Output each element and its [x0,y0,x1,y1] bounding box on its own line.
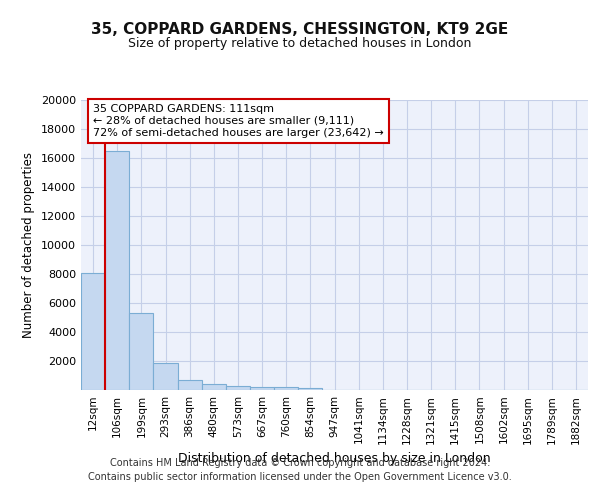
Bar [81,272,105,390]
Text: 35, COPPARD GARDENS, CHESSINGTON, KT9 2GE: 35, COPPARD GARDENS, CHESSINGTON, KT9 2G… [91,22,509,38]
Bar [154,363,178,390]
Bar [105,151,129,390]
Bar [178,380,202,390]
Bar [202,384,226,390]
X-axis label: Distribution of detached houses by size in London: Distribution of detached houses by size … [178,452,491,465]
Bar [226,386,250,390]
Bar [298,388,322,390]
Text: Contains public sector information licensed under the Open Government Licence v3: Contains public sector information licen… [88,472,512,482]
Y-axis label: Number of detached properties: Number of detached properties [22,152,35,338]
Bar [250,387,274,390]
Bar [129,313,154,390]
Text: Contains HM Land Registry data © Crown copyright and database right 2024.: Contains HM Land Registry data © Crown c… [110,458,490,468]
Text: 35 COPPARD GARDENS: 111sqm
← 28% of detached houses are smaller (9,111)
72% of s: 35 COPPARD GARDENS: 111sqm ← 28% of deta… [93,104,384,138]
Bar [274,387,298,390]
Text: Size of property relative to detached houses in London: Size of property relative to detached ho… [128,38,472,51]
